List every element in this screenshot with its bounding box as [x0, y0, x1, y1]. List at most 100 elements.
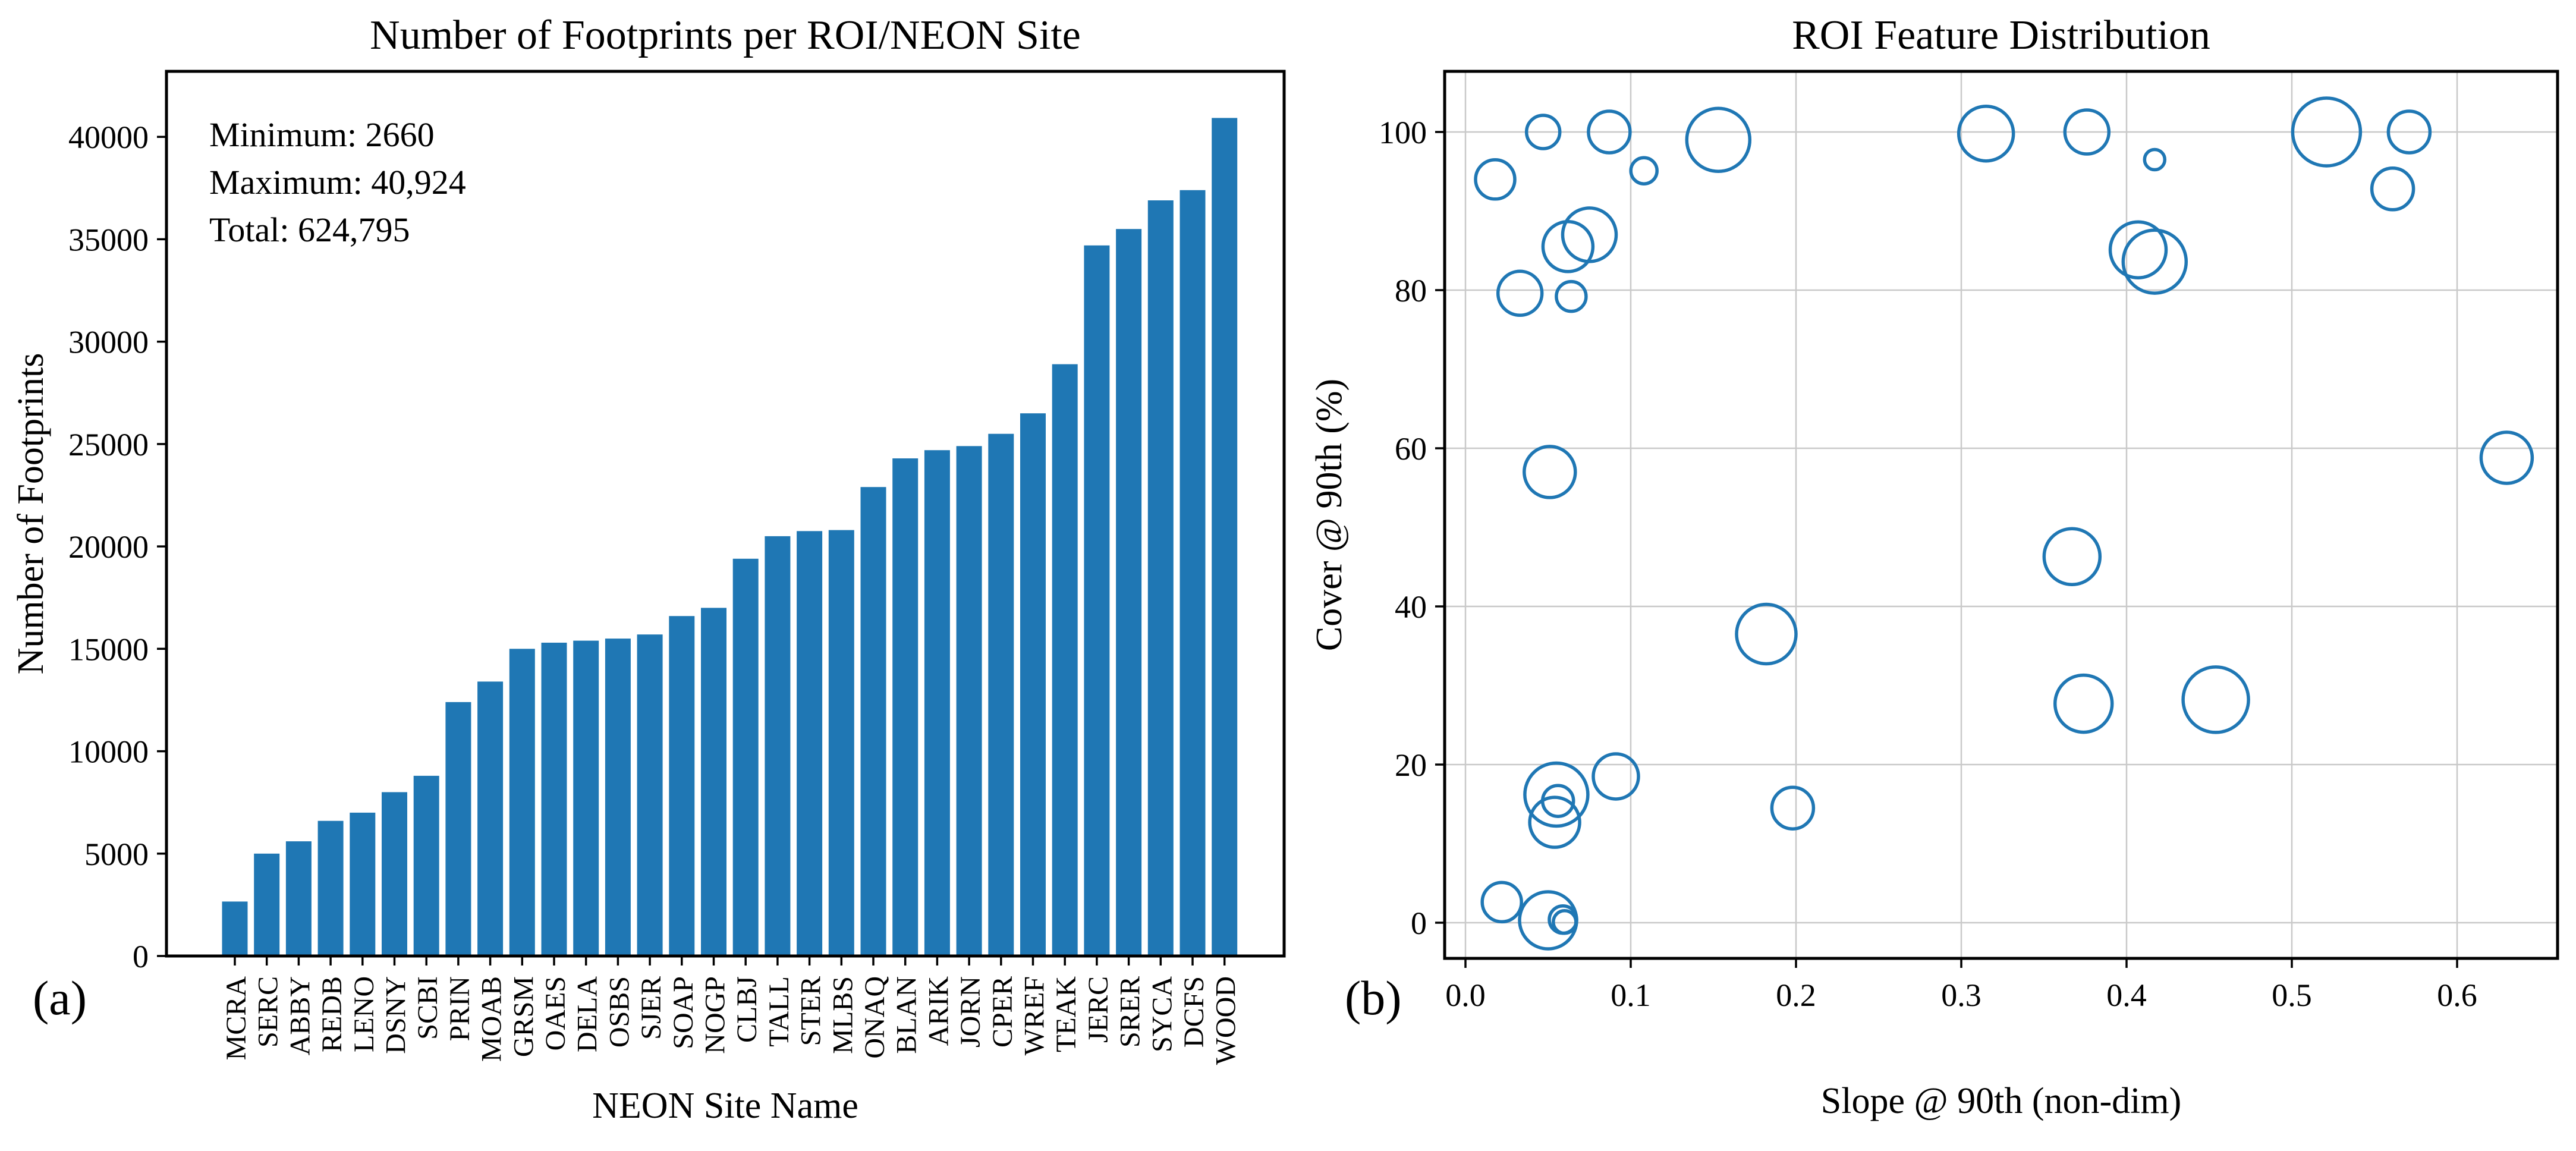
site-tick-label: DSNY	[380, 976, 412, 1054]
bar-SERC	[254, 853, 280, 956]
annotation-total: Total: 624,795	[209, 210, 410, 249]
site-tick-label: JORN	[955, 976, 986, 1048]
bar-ABBY	[285, 841, 312, 956]
site-tick-label: GRSM	[508, 976, 539, 1057]
bar-chart-y-axis-label: Number of Footprints	[11, 353, 51, 675]
bar-SCBI	[413, 775, 439, 956]
y-tick-label: 15000	[68, 631, 149, 667]
site-tick-label: SERC	[253, 976, 284, 1048]
site-tick-label: BLAN	[891, 976, 923, 1054]
site-tick-label: OAES	[540, 976, 571, 1051]
scatter-point	[2181, 665, 2250, 734]
bar-chart-spines	[165, 70, 1286, 958]
bar-STER	[797, 531, 823, 956]
site-tick-label: SYCA	[1146, 976, 1178, 1052]
site-tick-label: MLBS	[827, 976, 858, 1054]
site-tick-label: ONAQ	[859, 976, 891, 1059]
y-tick-label: 10000	[68, 734, 149, 770]
bar-OSBS	[605, 639, 631, 956]
x-tick-label: 0.1	[1611, 977, 1651, 1013]
scatter-point	[1591, 752, 1640, 801]
site-tick-label: REDB	[316, 976, 348, 1052]
scatter-point	[1957, 104, 2015, 163]
bar-chart-panel: 0 5000 10000 15000 20000 25000 30000 35000 40000…	[68, 70, 1286, 1065]
y-tick-label: 0	[1411, 905, 1427, 941]
scatter-point	[1541, 220, 1595, 273]
bar-MCRA	[222, 901, 248, 956]
bar-WREF	[1020, 413, 1046, 956]
y-tick-label: 30000	[68, 325, 149, 360]
bar-ARIK	[924, 450, 950, 956]
site-tick-label: ARIK	[923, 976, 954, 1046]
scatter-point	[1629, 156, 1659, 185]
bar-CLBJ	[732, 558, 759, 956]
scatter-x-axis-label: Slope @ 90th (non-dim)	[1821, 1081, 2181, 1121]
scatter-point	[2063, 108, 2111, 156]
scatter-point	[2479, 430, 2534, 485]
bar-BLAN	[892, 458, 919, 956]
bar-MOAB	[477, 681, 504, 956]
scatter-point	[1555, 279, 1588, 313]
scatter-point	[1480, 880, 1523, 924]
bar-NOGP	[701, 608, 726, 956]
bar-LENO	[350, 812, 376, 956]
bar-chart-title: Number of Footprints per ROI/NEON Site	[370, 12, 1081, 58]
site-tick-label: JERC	[1083, 976, 1114, 1043]
site-tick-label: SCBI	[412, 976, 444, 1040]
annotation-minimum: Minimum: 2660	[209, 115, 435, 154]
bar-SRER	[1116, 229, 1142, 957]
site-tick-label: TALL	[763, 976, 795, 1047]
bar-ONAQ	[860, 487, 886, 956]
bar-SYCA	[1147, 200, 1174, 956]
y-tick-label: 0	[133, 939, 149, 974]
y-tick-label: 25000	[68, 427, 149, 463]
panel-a-label: (a)	[33, 971, 87, 1025]
x-tick-label: 0.4	[2106, 977, 2147, 1013]
scatter-point	[1735, 602, 1798, 666]
site-tick-label: PRIN	[444, 976, 476, 1041]
x-tick-label: 0.3	[1941, 977, 1981, 1013]
site-tick-label: TEAK	[1050, 976, 1082, 1052]
bar-chart-x-axis-label: NEON Site Name	[592, 1086, 858, 1126]
site-tick-label: NOGP	[700, 976, 731, 1054]
bar-PRIN	[445, 702, 471, 956]
scatter-point	[2370, 166, 2415, 212]
annotation-maximum: Maximum: 40,924	[209, 163, 466, 202]
y-tick-label: 60	[1395, 431, 1427, 467]
site-tick-label: STER	[795, 976, 827, 1046]
x-tick-label: 0.5	[2272, 977, 2312, 1013]
bar-CPER	[988, 433, 1014, 956]
site-tick-label: CPER	[987, 976, 1018, 1048]
bar-REDB	[317, 820, 344, 956]
x-tick-label: 0.0	[1445, 977, 1486, 1013]
scatter-point	[1587, 109, 1632, 155]
bar-SJER	[637, 634, 663, 956]
bar-WOOD	[1212, 118, 1238, 956]
site-tick-label: SOAP	[668, 976, 699, 1049]
y-tick-label: 20	[1395, 747, 1427, 783]
scatter-point	[2386, 109, 2432, 155]
scatter-point	[1770, 785, 1816, 831]
bar-DSNY	[382, 792, 407, 956]
scatter-point	[1523, 445, 1577, 499]
site-tick-label: SRER	[1115, 976, 1146, 1048]
x-tick-label: 0.2	[1776, 977, 1816, 1013]
scatter-chart-spines	[1443, 70, 2559, 960]
scatter-point	[2108, 220, 2168, 279]
bar-TEAK	[1052, 364, 1078, 956]
scatter-point	[1523, 761, 1590, 828]
site-tick-label: CLBJ	[731, 976, 763, 1043]
site-tick-label: DELA	[572, 976, 603, 1052]
y-tick-label: 80	[1395, 273, 1427, 309]
site-tick-label: MOAB	[476, 976, 508, 1062]
site-tick-label: LENO	[348, 976, 380, 1052]
panel-b-label: (b)	[1345, 971, 1402, 1025]
bar-TALL	[765, 536, 791, 956]
y-tick-label: 100	[1379, 115, 1427, 150]
y-tick-label: 40	[1395, 589, 1427, 625]
site-tick-label: ABBY	[284, 976, 316, 1055]
scatter-point	[2121, 228, 2188, 295]
scatter-y-axis-label: Cover @ 90th (%)	[1309, 379, 1350, 651]
y-tick-label: 20000	[68, 529, 149, 565]
